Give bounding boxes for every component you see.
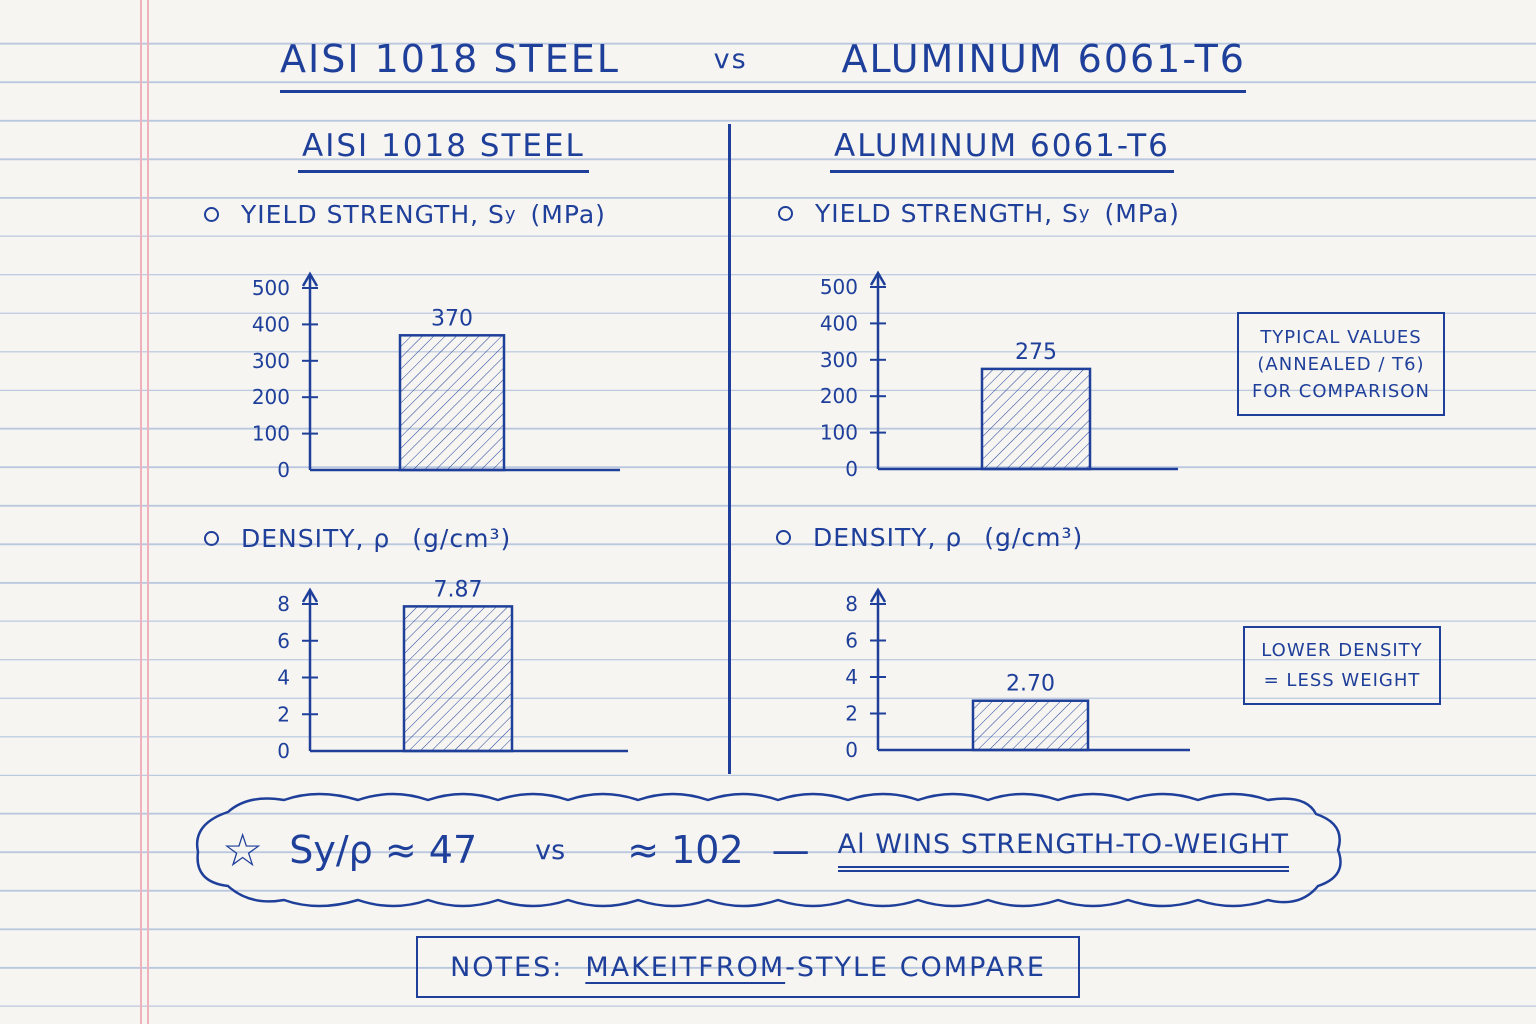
note-lower-density: LOWER DENSITY = LESS WEIGHT — [1243, 626, 1441, 705]
title-vs: vs — [713, 43, 748, 75]
y-tick-label: 100 — [252, 422, 290, 446]
y-tick-label: 0 — [845, 457, 858, 481]
section-heading-aluminum: ALUMINUM 6061-T6 — [830, 128, 1174, 173]
ratio-steel: Sy/ρ ≈ 47 — [289, 828, 478, 872]
y-tick-label: 300 — [820, 348, 858, 372]
summary-vs: vs — [535, 834, 566, 866]
column-divider — [728, 124, 731, 774]
label-density-unit: (g/cm³) — [412, 524, 512, 553]
summary-statement: ☆ Sy/ρ ≈ 47 vs ≈ 102 — Al WINS STRENGTH-… — [222, 822, 1290, 878]
bullet-icon — [204, 531, 219, 546]
bullet-icon — [778, 206, 793, 221]
bar-value-label: 275 — [1015, 340, 1057, 365]
y-tick-label: 6 — [277, 629, 290, 653]
bar — [402, 605, 514, 753]
summary-dash: — — [771, 828, 810, 872]
note-density-line2: = LESS WEIGHT — [1263, 669, 1421, 691]
y-tick-label: 4 — [845, 665, 858, 689]
title-underline — [280, 90, 1246, 93]
footer-notes: NOTES: MAKEITFROM -STYLE COMPARE — [416, 936, 1080, 998]
margin-line-right — [147, 0, 149, 1024]
label-density-text: DENSITY, ρ — [813, 523, 963, 552]
chart-density-aluminum: 0 2 4 6 8 2.70 — [845, 587, 1190, 762]
ratio-aluminum: ≈ 102 — [627, 828, 744, 872]
summary-conclusion: Al WINS STRENGTH-TO-WEIGHT — [837, 829, 1290, 872]
label-yield-sub: y — [504, 204, 517, 225]
label-yield-text: YIELD STRENGTH, S — [815, 199, 1079, 228]
y-tick-label: 200 — [252, 385, 290, 409]
y-tick-label: 2 — [845, 702, 858, 726]
note-typical-line2: (ANNEALED / T6) — [1257, 353, 1425, 375]
footer-source-link: MAKEITFROM — [585, 951, 786, 983]
label-yield-unit: (MPa) — [530, 200, 606, 229]
label-density-text: DENSITY, ρ — [241, 524, 391, 553]
label-yield-text: YIELD STRENGTH, S — [241, 200, 505, 229]
footer-suffix: -STYLE COMPARE — [785, 951, 1046, 983]
y-tick-label: 300 — [252, 349, 290, 373]
label-density-aluminum: DENSITY, ρ (g/cm³) — [776, 523, 1083, 552]
y-tick-label: 6 — [845, 629, 858, 653]
chart-yield-steel: 0 100 200 300 400 500 370 — [252, 271, 620, 482]
note-typical-values: TYPICAL VALUES (ANNEALED / T6) FOR COMPA… — [1237, 312, 1445, 416]
y-tick-label: 8 — [845, 592, 858, 616]
y-tick-label: 500 — [252, 276, 290, 300]
summary-cloud-outline — [195, 792, 1342, 908]
bar-value-label: 2.70 — [1006, 672, 1055, 697]
page-title: AISI 1018 STEEL vs ALUMINUM 6061-T6 — [280, 34, 1246, 84]
y-tick-label: 8 — [277, 592, 290, 616]
y-tick-label: 200 — [820, 384, 858, 408]
label-density-steel: DENSITY, ρ (g/cm³) — [204, 524, 511, 553]
y-tick-label: 500 — [820, 275, 858, 299]
note-density-line1: LOWER DENSITY — [1261, 639, 1423, 661]
chart-yield-aluminum: 0 100 200 300 400 500 275 — [820, 270, 1178, 481]
y-axis-arrow-icon — [301, 271, 319, 287]
note-typical-line1: TYPICAL VALUES — [1260, 326, 1422, 348]
bar-value-label: 7.87 — [434, 577, 483, 602]
y-tick-label: 100 — [820, 421, 858, 445]
title-left: AISI 1018 STEEL — [280, 37, 620, 81]
bullet-icon — [776, 530, 791, 545]
bullet-icon — [204, 207, 219, 222]
y-tick-label: 0 — [277, 739, 290, 763]
chart-density-steel: 0 2 4 6 8 7.87 — [277, 577, 628, 763]
bar — [398, 334, 506, 472]
section-heading-steel: AISI 1018 STEEL — [298, 128, 589, 173]
y-tick-label: 400 — [252, 312, 290, 336]
y-axis-arrow-icon — [869, 270, 887, 286]
bar — [971, 699, 1090, 752]
y-tick-label: 0 — [845, 738, 858, 762]
title-right: ALUMINUM 6061-T6 — [841, 37, 1246, 81]
label-yield-unit: (MPa) — [1104, 199, 1180, 228]
label-density-unit: (g/cm³) — [984, 523, 1084, 552]
y-axis-arrow-icon — [869, 587, 887, 603]
footer-prefix: NOTES: — [450, 951, 564, 983]
y-tick-label: 2 — [277, 702, 290, 726]
bar-value-label: 370 — [431, 306, 473, 331]
label-yield-sub: y — [1078, 203, 1091, 224]
note-typical-line3: FOR COMPARISON — [1252, 380, 1430, 402]
y-tick-label: 0 — [277, 458, 290, 482]
y-tick-label: 400 — [820, 311, 858, 335]
y-axis-arrow-icon — [301, 587, 319, 603]
margin-line-left — [140, 0, 142, 1024]
bar — [980, 367, 1092, 471]
star-icon: ☆ — [222, 823, 264, 877]
y-tick-label: 4 — [277, 666, 290, 690]
